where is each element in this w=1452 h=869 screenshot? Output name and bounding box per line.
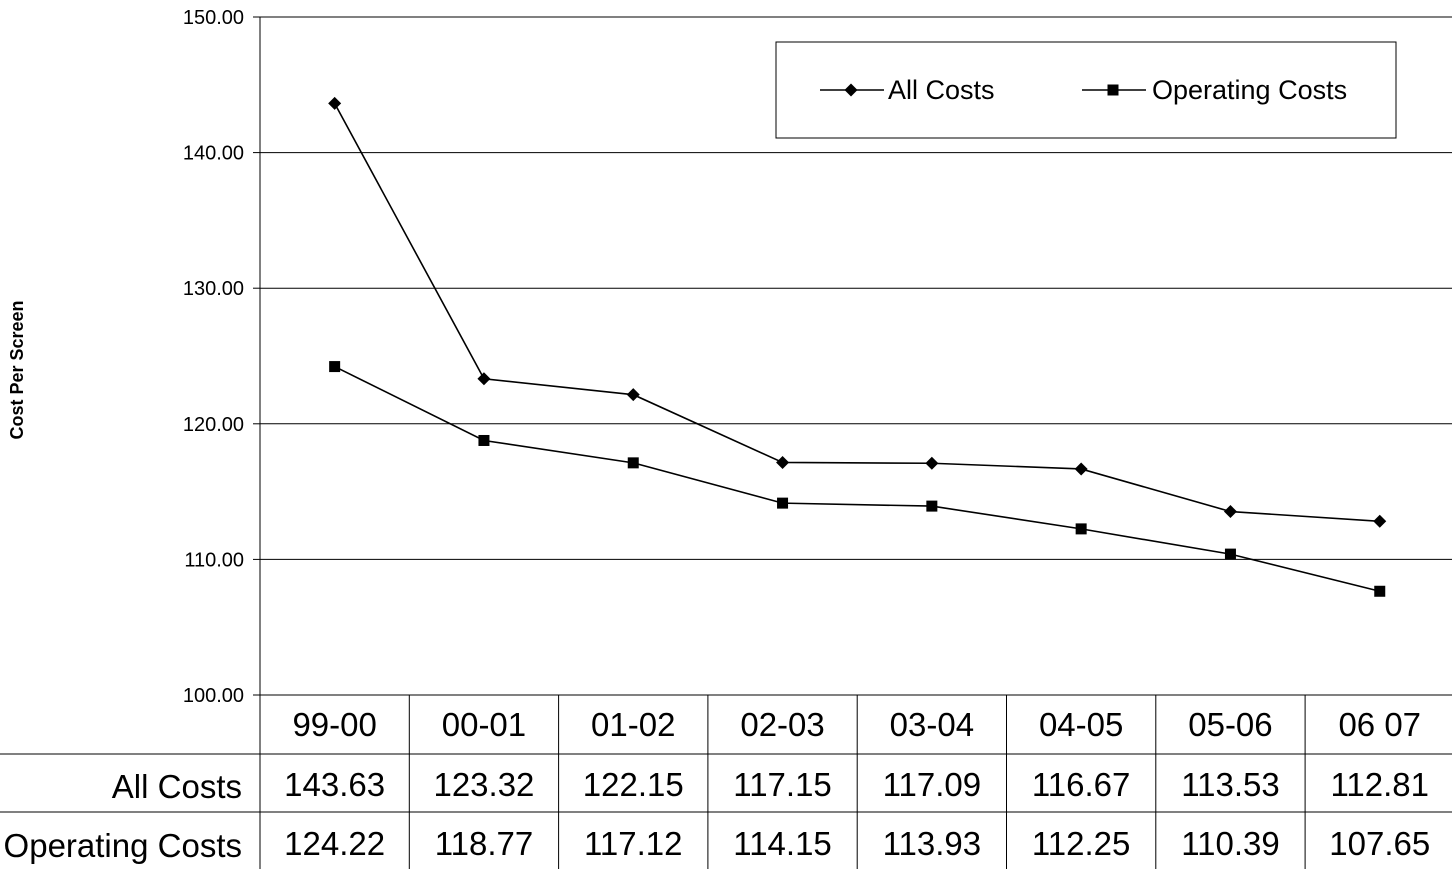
legend-label: Operating Costs	[1152, 75, 1347, 105]
table-value: 122.15	[583, 766, 684, 803]
x-category-label: 02-03	[740, 706, 824, 743]
data-point-square	[1224, 548, 1236, 560]
table-value: 143.63	[284, 766, 385, 803]
y-tick-label: 110.00	[184, 549, 244, 571]
table-value: 112.25	[1032, 825, 1130, 862]
data-point-diamond	[925, 456, 939, 470]
legend-label: All Costs	[888, 75, 995, 105]
x-category-label: 04-05	[1039, 706, 1123, 743]
series-line	[334, 365, 1380, 593]
legend: All Costs Operating Costs	[775, 41, 1397, 139]
table-value: 112.81	[1331, 766, 1429, 803]
x-category-label: 00-01	[442, 706, 526, 743]
data-point-square	[1374, 585, 1386, 597]
data-point-square	[777, 497, 789, 509]
y-tick-label: 100.00	[183, 685, 244, 707]
data-point-square	[627, 457, 639, 469]
x-category-label: 01-02	[591, 706, 675, 743]
data-point-square	[329, 361, 341, 373]
data-point-diamond	[1223, 505, 1237, 519]
data-point-diamond	[626, 388, 640, 402]
series-line	[333, 102, 1380, 523]
y-tick-label: 120.00	[183, 414, 244, 436]
table-value: 117.09	[883, 766, 981, 803]
table-value: 117.15	[733, 766, 831, 803]
data-point-diamond	[1074, 462, 1088, 476]
y-tick-label: 150.00	[183, 7, 244, 29]
table-value: 113.53	[1181, 766, 1279, 803]
y-tick-label: 130.00	[183, 278, 244, 300]
table-value: 110.39	[1181, 825, 1279, 862]
data-point-square	[1075, 523, 1087, 535]
data-point-diamond	[1373, 514, 1387, 528]
data-point-diamond	[477, 372, 491, 386]
table-value: 107.65	[1329, 825, 1430, 862]
table-value: 124.22	[284, 825, 385, 862]
data-point-square	[478, 434, 490, 446]
y-axis-label: Cost Per Screen	[7, 300, 27, 439]
table-value: 118.77	[435, 825, 533, 862]
series-0	[328, 96, 1387, 528]
series-group	[328, 96, 1387, 597]
series-1	[329, 361, 1386, 597]
data-table: 99-00 00-01 01-02 02-03 03-04 04-05 05-06 06 07…	[0, 694, 1452, 869]
data-point-square	[926, 500, 938, 512]
x-category-label: 99-00	[292, 706, 376, 743]
table-value: 123.32	[433, 766, 534, 803]
table-value: 114.15	[733, 825, 831, 862]
legend-marker-square	[1107, 84, 1119, 96]
data-point-diamond	[776, 455, 790, 469]
table-value: 113.93	[883, 825, 981, 862]
table-value: 116.67	[1032, 766, 1130, 803]
y-axis-ticks: 100.00 110.00 120.00 130.00 140.00 150.00	[183, 7, 260, 707]
table-row-label: Operating Costs	[4, 827, 242, 864]
x-category-label: 05-06	[1188, 706, 1272, 743]
data-point-diamond	[328, 96, 342, 110]
legend-marker-diamond	[844, 83, 858, 97]
table-value: 117.12	[584, 825, 682, 862]
x-category-label: 03-04	[890, 706, 974, 743]
x-category-label: 06 07	[1338, 706, 1421, 743]
table-row-label: All Costs	[112, 768, 242, 805]
y-tick-label: 140.00	[183, 143, 244, 165]
